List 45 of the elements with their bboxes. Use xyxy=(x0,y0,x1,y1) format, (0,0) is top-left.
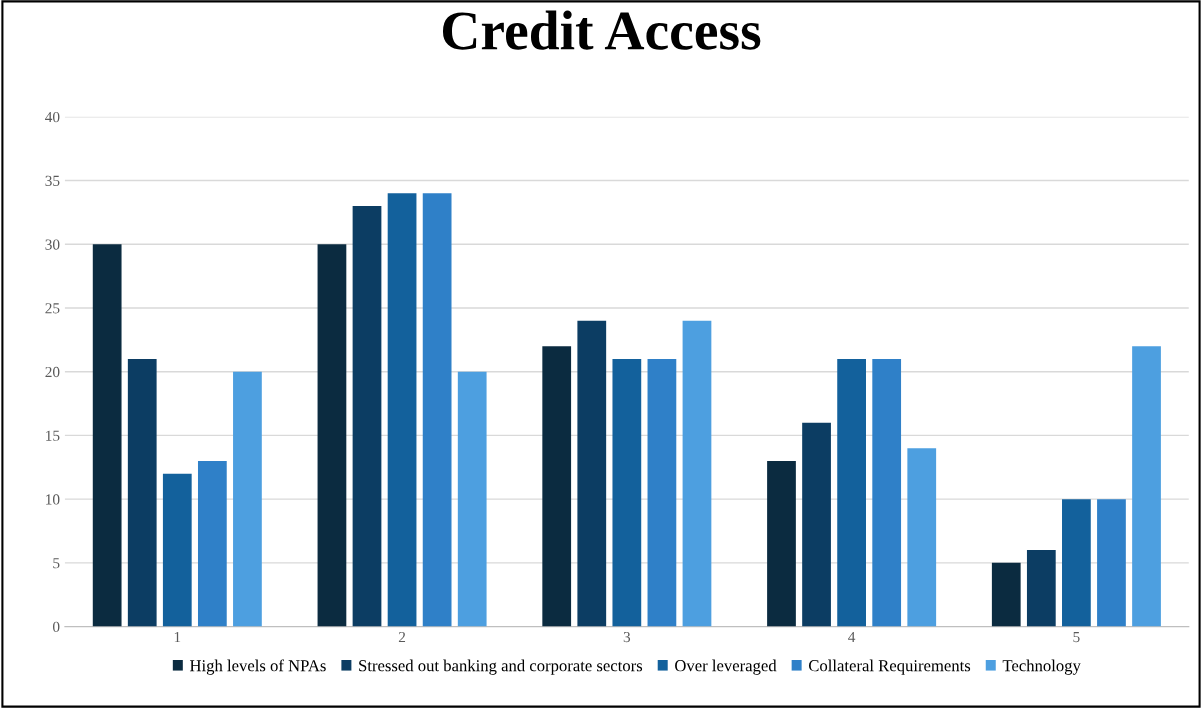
bar xyxy=(1132,346,1161,627)
bar xyxy=(127,358,157,627)
y-tick-label: 15 xyxy=(46,430,60,441)
bar xyxy=(1062,499,1091,627)
bar xyxy=(647,358,677,627)
bar xyxy=(233,371,262,627)
legend-label: High levels of NPAs xyxy=(189,659,326,675)
x-tick-label: 3 xyxy=(623,631,631,643)
bar xyxy=(542,346,572,627)
y-tick-label: 40 xyxy=(45,111,60,123)
x-tick-label: 4 xyxy=(848,631,856,643)
y-tick-label: 35 xyxy=(45,175,60,186)
legend-label: Stressed out banking and corporate sectors xyxy=(359,659,643,675)
y-tick-label: 0 xyxy=(52,621,60,633)
bar xyxy=(837,358,866,627)
bar xyxy=(317,244,347,627)
bar xyxy=(162,473,192,627)
bar xyxy=(197,460,227,627)
x-tick-label: 5 xyxy=(1073,632,1080,643)
bar xyxy=(802,422,831,627)
y-tick-label: 20 xyxy=(45,366,60,378)
chart-title: Credit Access xyxy=(442,10,761,50)
bar xyxy=(1097,499,1126,627)
bar xyxy=(387,193,417,627)
x-tick-label: 2 xyxy=(398,631,406,643)
bar xyxy=(907,448,937,627)
bar xyxy=(991,562,1021,627)
bar xyxy=(577,320,607,627)
y-tick-label: 10 xyxy=(46,494,60,505)
bar xyxy=(872,358,902,627)
bar xyxy=(612,358,642,627)
legend-label: Collateral Requirements xyxy=(808,659,971,675)
bar xyxy=(352,206,382,627)
y-tick-label: 25 xyxy=(45,303,60,314)
legend-label: Technology xyxy=(1002,659,1081,675)
x-tick-label: 1 xyxy=(174,631,181,643)
bar xyxy=(1026,550,1056,627)
bar xyxy=(92,244,122,627)
bar xyxy=(682,320,712,627)
bar xyxy=(767,460,796,627)
y-tick-label: 30 xyxy=(45,239,60,250)
bar xyxy=(422,193,452,627)
y-tick-label: 5 xyxy=(53,558,60,569)
legend-label: Over leveraged xyxy=(675,659,777,675)
bar xyxy=(457,371,487,627)
